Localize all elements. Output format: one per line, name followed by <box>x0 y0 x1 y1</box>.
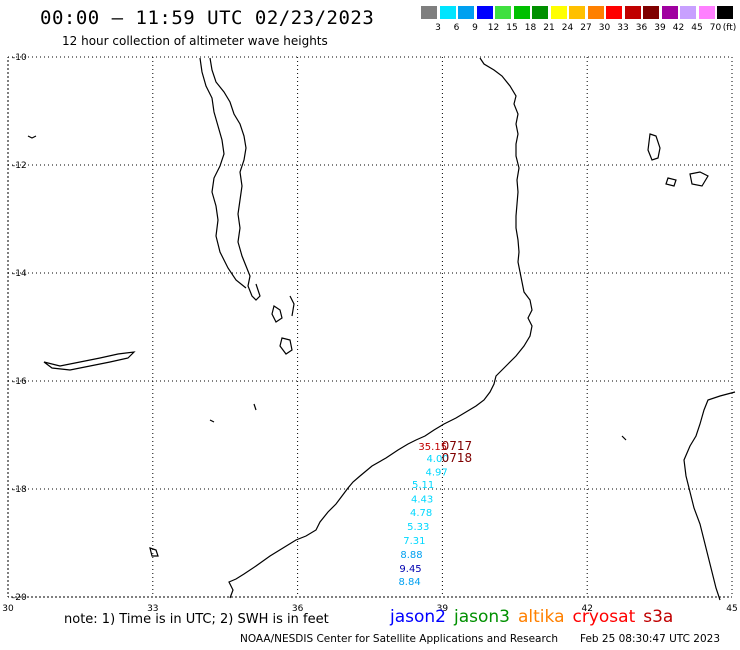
island-moheli <box>665 177 677 187</box>
coastline-madagascar <box>683 391 736 601</box>
lon-tick-label: 45 <box>726 604 737 614</box>
lon-tick-label: 39 <box>437 604 449 614</box>
footer-date: Feb 25 08:30:47 UTC 2023 <box>580 633 720 645</box>
island-grande-comore <box>647 133 661 161</box>
page-subtitle: 12 hour collection of altimeter wave hei… <box>62 34 328 48</box>
lake-malombe <box>271 305 283 323</box>
pass-time-label: 0718 <box>442 451 473 465</box>
island-small-3 <box>621 435 627 441</box>
scale-label: 30 <box>598 23 611 33</box>
scale-label: 36 <box>635 23 648 33</box>
lake-malawi-shore <box>209 57 261 301</box>
swh-value: 9.45 <box>399 564 421 575</box>
satellite-s3a: s3a <box>643 607 674 627</box>
scale-label: 3 <box>435 23 441 33</box>
scale-swatch <box>606 6 622 19</box>
lat-tick-label: -10 <box>12 53 27 63</box>
swh-value: 8.88 <box>400 550 422 561</box>
scale-label: 27 <box>580 23 592 33</box>
scale-label: 45 <box>691 23 703 33</box>
swh-value: 8.84 <box>398 577 420 588</box>
satellite-legend: jason2 jason3 altika cryosat s3a <box>390 607 681 627</box>
lake-cahora-bassa <box>43 351 136 371</box>
swh-value: 5.11 <box>412 480 434 491</box>
scale-label: 33 <box>617 23 629 33</box>
scale-label: 42 <box>672 23 685 33</box>
satellite-cryosat: cryosat <box>572 607 636 627</box>
swh-value: 4.43 <box>411 495 433 506</box>
map-grid <box>7 56 733 598</box>
satellite-altika: altika <box>518 607 565 627</box>
page-title: 00:00 – 11:59 UTC 02/23/2023 <box>40 7 375 29</box>
scale-swatch <box>513 6 530 19</box>
scale-label: 12 <box>487 23 500 33</box>
island-small-4 <box>253 403 257 411</box>
scale-swatch <box>532 6 548 19</box>
lat-tick-label: -18 <box>12 485 27 495</box>
lake-chilwa <box>279 337 293 355</box>
swh-value: 5.33 <box>407 522 429 533</box>
lon-tick-label: 42 <box>581 604 592 614</box>
scale-label: 70 <box>709 23 722 33</box>
scale-swatch <box>439 6 456 19</box>
scale-label: 15 <box>506 23 518 33</box>
scale-label: 6 <box>453 23 460 33</box>
scale-label: 21 <box>543 23 555 33</box>
scale-swatch <box>624 6 641 19</box>
footer-credit: NOAA/NESDIS Center for Satellite Applica… <box>240 633 558 645</box>
pass-time-label: 0717 <box>442 439 473 453</box>
map-axes: 30 33 36 39 42 45 -10 -12 -14 -16 -18 -20 <box>2 53 737 614</box>
scale-swatch <box>421 6 437 19</box>
map-frame <box>7 56 733 598</box>
island-small-1 <box>27 135 37 139</box>
satellite-jason3: jason3 <box>454 607 510 627</box>
swh-value: 4.97 <box>425 468 447 479</box>
scale-swatch <box>680 6 696 19</box>
coastline-mozambique <box>228 57 533 599</box>
lake-malawi-west-shore <box>199 57 247 289</box>
river-shire <box>289 295 295 317</box>
island-small-5 <box>209 419 215 423</box>
scale-label: 24 <box>561 23 574 33</box>
swh-value: 35.15 <box>418 442 447 453</box>
lat-tick-label: -12 <box>12 161 27 171</box>
swh-value: 4.78 <box>410 508 432 519</box>
scale-swatch <box>569 6 585 19</box>
swh-value: 7.31 <box>403 536 425 547</box>
lat-tick-label: -14 <box>12 269 27 279</box>
satellite-jason2: jason2 <box>390 607 446 627</box>
lat-tick-label: -16 <box>12 377 27 387</box>
scale-swatch <box>476 6 493 19</box>
lon-tick-label: 30 <box>2 604 14 614</box>
scale-label: 9 <box>472 23 478 33</box>
scale-unit: (ft) <box>722 23 737 33</box>
scale-swatch <box>661 6 678 19</box>
swh-value: 4.00 <box>426 454 448 465</box>
scale-swatch <box>717 6 733 19</box>
note-text: note: 1) Time is in UTC; 2) SWH is in fe… <box>64 612 329 627</box>
lat-tick-label: -20 <box>12 593 27 603</box>
scale-swatch <box>698 6 715 19</box>
scale-label: 39 <box>654 23 666 33</box>
scale-swatch <box>587 6 604 19</box>
scale-label: 18 <box>524 23 537 33</box>
lon-tick-label: 33 <box>147 604 158 614</box>
island-anjouan <box>689 171 709 187</box>
lon-tick-label: 36 <box>292 604 304 614</box>
coastline <box>27 57 736 601</box>
scale-swatch <box>643 6 659 19</box>
scale-swatch <box>458 6 474 19</box>
island-small-2 <box>149 547 159 557</box>
scale-swatch <box>550 6 567 19</box>
scale-swatch <box>495 6 511 19</box>
wave-height-observations: 35.154.00 4.975.11 4.43 4.78 5.33 7.31 8.88 9.4… <box>398 442 448 588</box>
